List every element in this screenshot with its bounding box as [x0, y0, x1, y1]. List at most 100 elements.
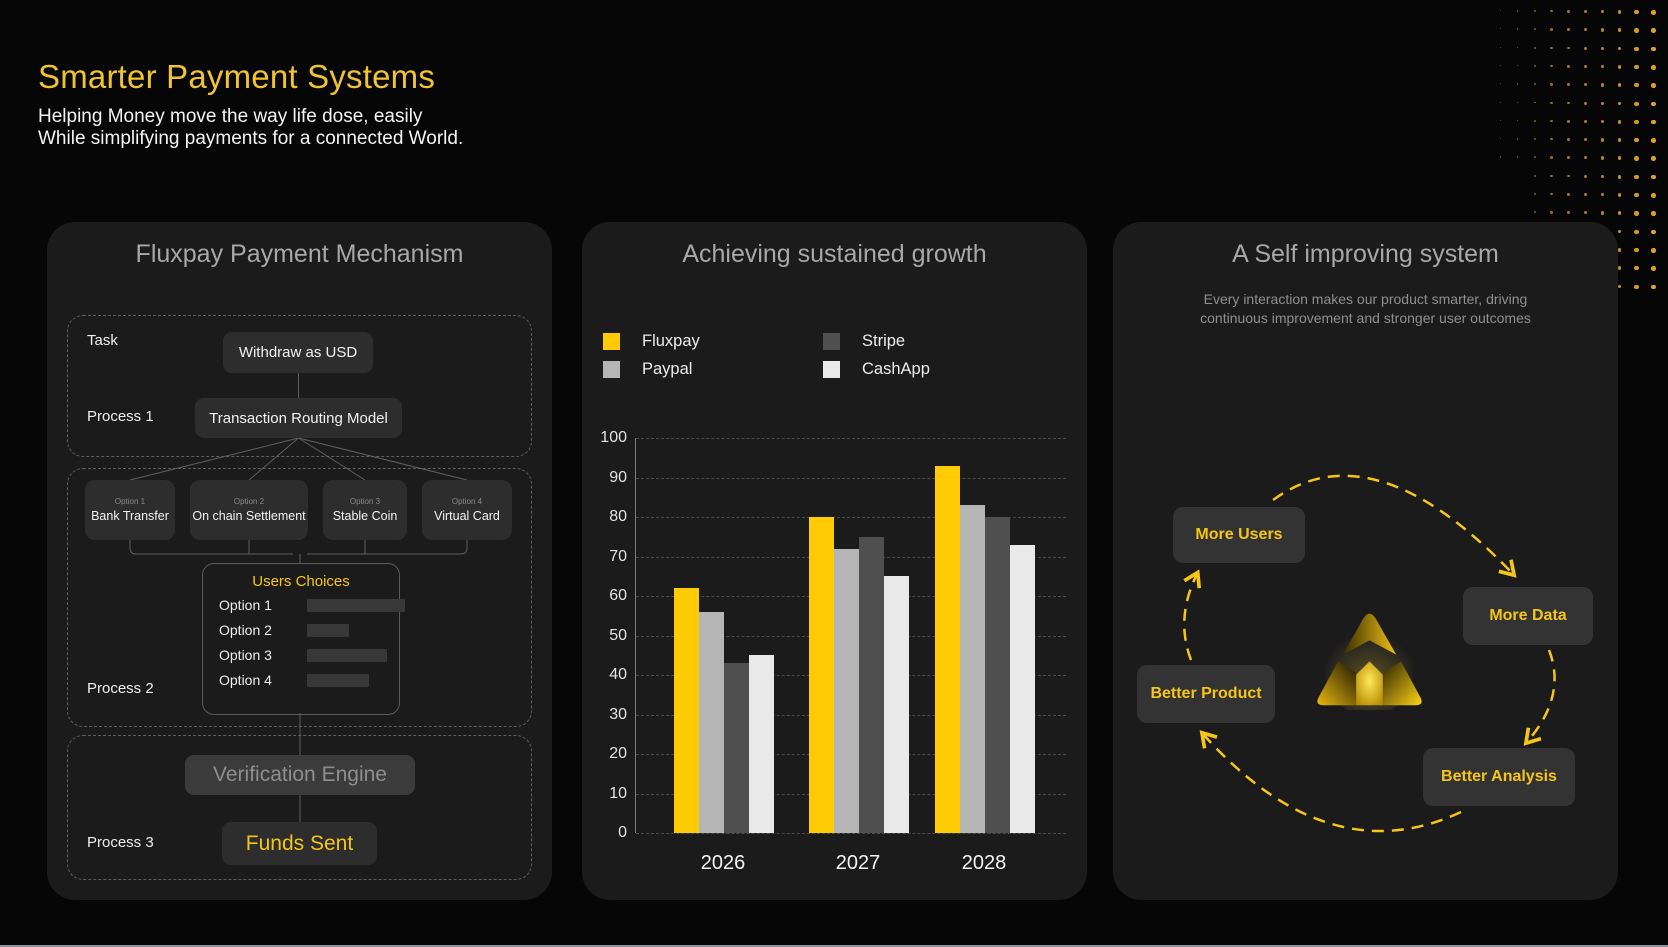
panel3-subtitle-line-1: Every interaction makes our product smar…	[1203, 291, 1528, 307]
decorative-dot	[1634, 229, 1639, 234]
decorative-dot	[1584, 28, 1588, 32]
decorative-dot	[1617, 64, 1622, 69]
decorative-dot	[1500, 119, 1502, 121]
decorative-dot	[1567, 64, 1570, 68]
decorative-dot	[1567, 174, 1570, 178]
node-withdraw-usd: Withdraw as USD	[223, 332, 373, 373]
panel3-title: A Self improving system	[1232, 240, 1499, 268]
decorative-dot	[1651, 64, 1656, 70]
decorative-dot	[1533, 138, 1536, 141]
decorative-dot	[1516, 64, 1519, 67]
node-verification-engine: Verification Engine	[185, 755, 415, 795]
legend-item-paypal: Paypal	[603, 360, 823, 379]
task-label: Task	[87, 332, 118, 349]
decorative-dot	[1617, 156, 1622, 161]
decorative-dot	[1634, 83, 1639, 88]
decorative-dot	[1584, 119, 1588, 123]
decorative-dot	[1617, 10, 1622, 14]
x-tick-label: 2026	[700, 852, 746, 874]
decorative-dot	[1584, 211, 1588, 215]
decorative-dot	[1634, 28, 1639, 33]
bar-fluxpay-2027	[809, 517, 834, 833]
x-tick-label: 2028	[961, 852, 1007, 874]
decorative-dot	[1584, 46, 1588, 50]
decorative-dot	[1550, 174, 1553, 178]
cashapp-swatch	[823, 361, 840, 378]
decorative-dot	[1567, 119, 1570, 123]
decorative-dot	[1516, 101, 1519, 104]
choice4-label: Option 4	[219, 672, 272, 688]
panel1-title: Fluxpay Payment Mechanism	[135, 240, 464, 268]
decorative-dot	[1600, 119, 1605, 124]
gridline	[636, 438, 1066, 439]
panel-payment-mechanism: Fluxpay Payment Mechanism Task Withdraw …	[47, 222, 552, 900]
process1-label: Process 1	[87, 408, 154, 425]
gridline	[636, 477, 1066, 479]
decorative-dot	[1533, 119, 1536, 122]
decorative-dot	[1516, 10, 1519, 12]
decorative-dot	[1651, 28, 1656, 33]
choice-row-1: Option 1	[219, 597, 405, 613]
decorative-dot	[1584, 83, 1588, 87]
node-option-stable-coin: Option 3 Stable Coin	[323, 480, 407, 540]
bar-group-2027	[809, 517, 909, 833]
decorative-dot	[1634, 64, 1639, 70]
decorative-dot	[1600, 211, 1605, 215]
decorative-dot	[1651, 229, 1656, 235]
choice3-bar	[307, 648, 387, 662]
process2-label: Process 2	[87, 680, 154, 697]
decorative-dot	[1617, 119, 1622, 124]
decorative-dot	[1634, 266, 1639, 271]
node-transaction-routing-model: Transaction Routing Model	[195, 398, 402, 438]
decorative-dot	[1651, 83, 1656, 88]
decorative-dot	[1651, 211, 1656, 216]
decorative-dot	[1600, 64, 1605, 69]
decorative-dot	[1533, 211, 1536, 214]
bar-cashapp-2028	[1010, 544, 1035, 833]
decorative-dot	[1500, 10, 1502, 12]
decorative-dot	[1651, 266, 1656, 271]
option3-tag: Option 3	[349, 497, 381, 506]
subtitle-line-2: While simplifying payments for a connect…	[38, 128, 464, 150]
decorative-dot	[1550, 28, 1553, 31]
decorative-dot	[1634, 156, 1639, 161]
node-better-analysis: Better Analysis	[1423, 748, 1575, 806]
bar-paypal-2027	[834, 548, 859, 833]
option1-tag: Option 1	[114, 497, 146, 506]
decorative-dot	[1617, 284, 1622, 289]
decorative-dot	[1634, 101, 1639, 106]
decorative-dot	[1600, 193, 1605, 197]
decorative-dot	[1584, 193, 1588, 197]
subtitle-line-1: Helping Money move the way life dose, ea…	[38, 106, 423, 127]
process3-label: Process 3	[87, 834, 154, 851]
decorative-dot	[1500, 83, 1502, 85]
decorative-dot	[1567, 193, 1570, 196]
decorative-dot	[1617, 101, 1622, 106]
decorative-dot	[1567, 101, 1570, 105]
decorative-dot	[1600, 83, 1605, 87]
page-subtitle: Helping Money move the way life dose, ea…	[38, 106, 463, 150]
panel3-subtitle-line-2: continuous improvement and stronger user…	[1200, 309, 1531, 326]
decorative-dot	[1651, 174, 1656, 180]
decorative-dot	[1533, 83, 1536, 86]
decorative-dot	[1533, 64, 1536, 67]
bar-stripe-2028	[985, 517, 1010, 833]
choice1-bar	[307, 598, 405, 612]
choice3-label: Option 3	[219, 647, 272, 663]
node-option-onchain-settlement: Option 2 On chain Settlement	[190, 480, 308, 540]
decorative-dot	[1651, 101, 1656, 107]
arrow-users-to-data	[1272, 474, 1513, 574]
decorative-dot	[1617, 229, 1622, 234]
decorative-dot	[1550, 156, 1553, 159]
decorative-dot	[1550, 64, 1553, 68]
decorative-dot	[1634, 174, 1639, 179]
section-process2	[67, 468, 532, 727]
decorative-dot	[1500, 28, 1502, 30]
decorative-dot	[1567, 83, 1570, 86]
decorative-dot	[1550, 119, 1553, 123]
stripe-swatch	[823, 333, 840, 350]
header: Smarter Payment Systems Helping Money mo…	[38, 58, 463, 150]
decorative-dot	[1516, 119, 1519, 122]
y-tick-label: 60	[609, 587, 627, 604]
